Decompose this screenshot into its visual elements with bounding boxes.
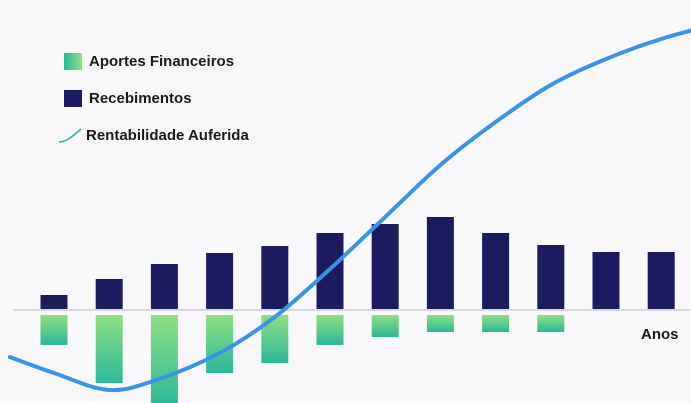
legend-swatch-rentabilidade (58, 128, 82, 143)
bar-recebimentos-2 (95, 279, 123, 310)
bar-aportes-1 (40, 315, 68, 345)
bar-recebimentos-12 (647, 252, 675, 310)
bar-recebimentos-10 (537, 245, 565, 310)
bar-recebimentos-8 (426, 217, 454, 310)
x-axis-title: Anos (641, 326, 679, 343)
bar-aportes-2 (95, 315, 123, 383)
bar-recebimentos-11 (592, 252, 620, 310)
legend-item-aportes: Aportes Financeiros (64, 50, 249, 72)
bar-aportes-4 (206, 315, 234, 373)
legend-swatch-aportes (64, 52, 82, 70)
bar-aportes-9 (482, 315, 510, 332)
bar-aportes-6 (316, 315, 344, 345)
bar-recebimentos-4 (206, 253, 234, 310)
rentabilidade-line (7, 28, 691, 393)
bar-aportes-10 (537, 315, 565, 332)
bar-aportes-8 (426, 315, 454, 332)
legend-label-aportes: Aportes Financeiros (89, 52, 235, 70)
bar-recebimentos-9 (482, 233, 510, 310)
legend-swatch-recebimentos (64, 89, 82, 107)
bar-recebimentos-3 (150, 264, 178, 310)
bar-aportes-7 (371, 315, 399, 337)
bar-recebimentos-7 (371, 224, 399, 310)
bar-recebimentos-1 (40, 295, 68, 310)
legend-label-rentabilidade: Rentabilidade Auferida (86, 126, 249, 144)
bar-recebimentos-5 (261, 246, 289, 310)
legend-item-rentabilidade: Rentabilidade Auferida (58, 124, 249, 146)
legend-label-recebimentos: Recebimentos (89, 89, 192, 107)
chart-legend: Aportes Financeiros Recebimentos Rentabi… (58, 50, 249, 161)
legend-item-recebimentos: Recebimentos (64, 87, 249, 109)
bar-aportes-3 (150, 315, 178, 403)
